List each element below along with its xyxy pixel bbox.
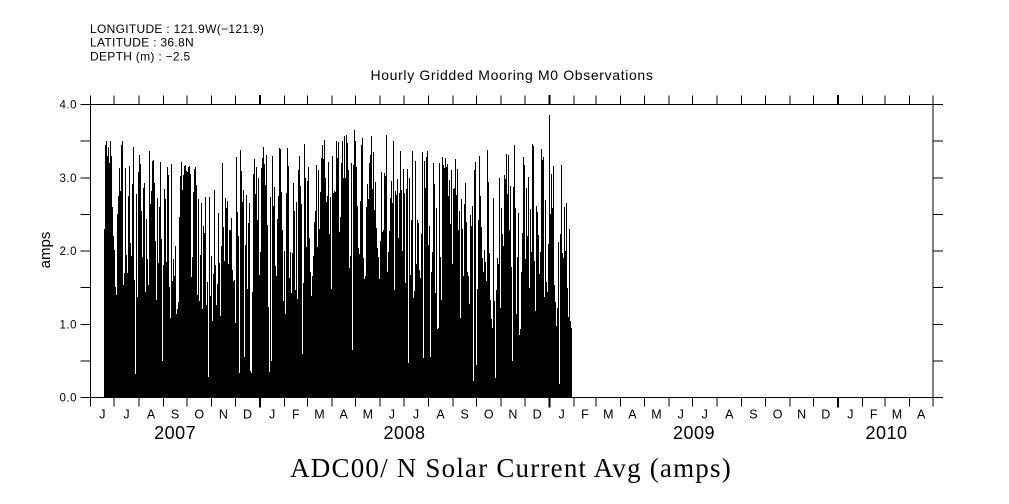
svg-text:DEPTH (m) : −2.5: DEPTH (m) : −2.5 (90, 49, 191, 63)
svg-text:LONGITUDE : 121.9W(−121.9): LONGITUDE : 121.9W(−121.9) (90, 22, 264, 36)
svg-text:2010: 2010 (865, 423, 907, 443)
svg-text:A: A (917, 408, 926, 422)
svg-text:A: A (725, 408, 734, 422)
svg-text:N: N (219, 408, 228, 422)
svg-text:N: N (797, 408, 806, 422)
svg-text:Hourly Gridded Mooring M0 Obse: Hourly Gridded Mooring M0 Observations (370, 67, 653, 83)
svg-text:M: M (651, 408, 661, 422)
svg-text:S: S (171, 408, 179, 422)
svg-text:4.0: 4.0 (60, 100, 78, 112)
svg-text:J: J (99, 408, 105, 422)
svg-text:J: J (847, 408, 853, 422)
svg-text:J: J (678, 408, 684, 422)
svg-text:2008: 2008 (383, 423, 425, 443)
svg-text:ADC00/ N Solar Current Avg (am: ADC00/ N Solar Current Avg (amps) (290, 453, 732, 483)
svg-text:J: J (269, 408, 275, 422)
svg-text:amps: amps (37, 232, 54, 269)
svg-text:3.0: 3.0 (60, 173, 78, 185)
svg-text:O: O (194, 408, 204, 422)
svg-text:M: M (314, 408, 324, 422)
svg-text:F: F (870, 408, 878, 422)
svg-text:D: D (533, 408, 542, 422)
svg-text:M: M (603, 408, 613, 422)
svg-text:A: A (628, 408, 637, 422)
svg-text:A: A (340, 408, 349, 422)
svg-text:A: A (147, 408, 156, 422)
svg-text:J: J (702, 408, 708, 422)
svg-text:S: S (749, 408, 757, 422)
svg-text:N: N (508, 408, 517, 422)
svg-text:J: J (389, 408, 395, 422)
svg-text:J: J (123, 408, 129, 422)
svg-text:D: D (821, 408, 830, 422)
svg-text:J: J (558, 408, 564, 422)
svg-text:M: M (892, 408, 902, 422)
svg-text:S: S (461, 408, 469, 422)
svg-text:F: F (292, 408, 300, 422)
svg-text:D: D (243, 408, 252, 422)
svg-text:F: F (581, 408, 589, 422)
svg-text:A: A (436, 408, 445, 422)
svg-text:J: J (413, 408, 419, 422)
svg-text:2.0: 2.0 (60, 246, 78, 258)
svg-text:1.0: 1.0 (60, 319, 78, 331)
svg-text:O: O (773, 408, 783, 422)
svg-text:O: O (484, 408, 494, 422)
svg-text:2007: 2007 (154, 423, 196, 443)
svg-text:2009: 2009 (673, 423, 715, 443)
svg-text:LATITUDE : 36.8N: LATITUDE : 36.8N (90, 36, 194, 50)
svg-text:M: M (363, 408, 373, 422)
svg-text:0.0: 0.0 (60, 393, 78, 405)
